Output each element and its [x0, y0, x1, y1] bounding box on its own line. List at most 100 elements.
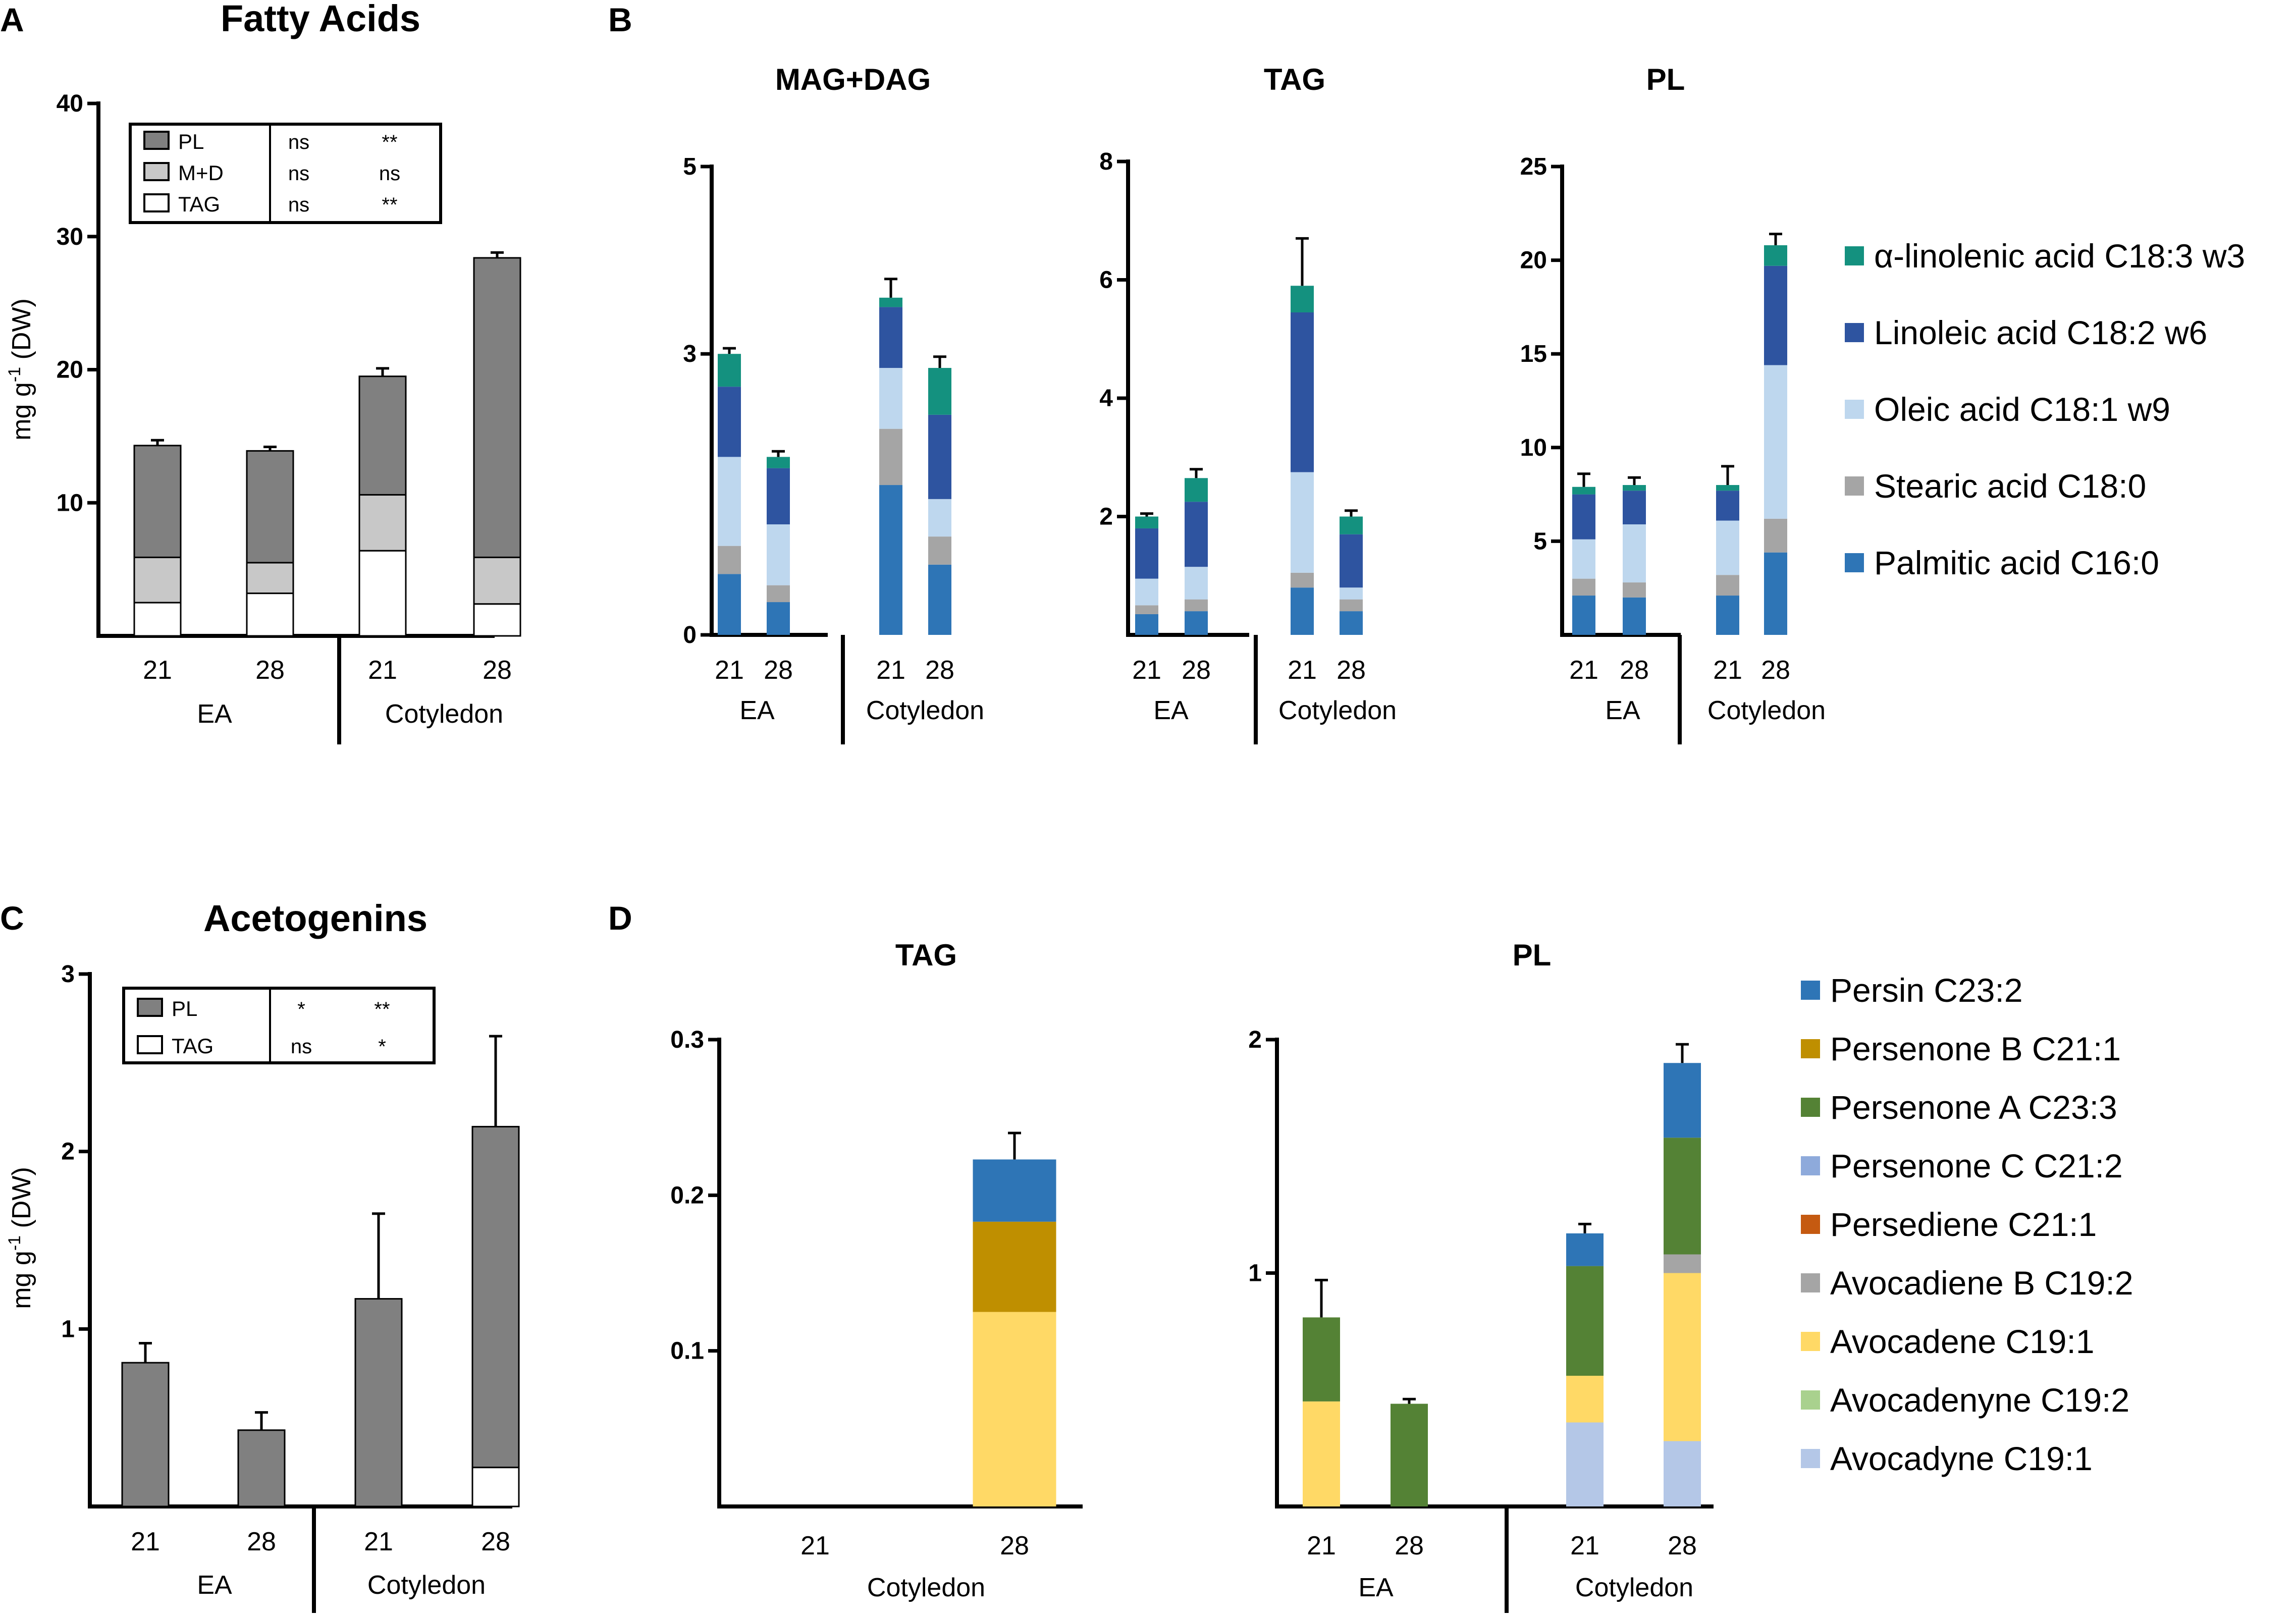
bar-segment [1391, 1404, 1428, 1506]
table-series-label: M+D [178, 161, 224, 185]
bar-segment [1303, 1401, 1340, 1506]
bar-segment [928, 414, 951, 499]
table-sig-ea: ns [291, 1036, 312, 1058]
bar-segment [1623, 582, 1646, 598]
bar-segment [879, 485, 902, 635]
y-tick-label: 1 [61, 1316, 75, 1342]
y-tick-label: 0.1 [670, 1338, 704, 1365]
chart-A: Fatty Acids 10 20 30 40 mg g-1 (DW) 21 28 21 28 EA… [5, 0, 521, 744]
bar-segment [1623, 485, 1646, 491]
bar-segment [473, 603, 521, 637]
table-series-label: PL [172, 997, 197, 1020]
y-tick-label: 10 [57, 490, 83, 516]
group-label-ea: EA [1358, 1573, 1394, 1602]
x-category-label: 21 [876, 656, 905, 685]
bar-segment [767, 524, 790, 585]
bar-segment [1340, 611, 1363, 635]
y-tick-label: 20 [57, 357, 83, 384]
table-series-label: TAG [172, 1034, 213, 1058]
bar-segment [473, 556, 521, 605]
bar-segment [767, 468, 790, 524]
table-series-label: PL [178, 130, 204, 153]
bar-segment [358, 550, 407, 637]
fatty-acid-legend: α-linolenic acid C18:3 w3 Linoleic acid C… [1845, 237, 2245, 581]
x-category-label: 28 [925, 656, 954, 685]
legend-swatch [1845, 246, 1864, 265]
y-tick-label: 5 [683, 153, 697, 180]
y-tick-label: 0 [683, 622, 697, 649]
chart-title: TAG [895, 938, 957, 972]
y-tick-label: 0.3 [670, 1027, 704, 1053]
y-tick-label: 30 [57, 224, 83, 250]
bar-segment [1572, 578, 1595, 596]
legend-label: Persenone A C23:3 [1830, 1089, 2117, 1126]
bar-segment [354, 1298, 403, 1507]
x-category-label: 28 [1182, 656, 1211, 685]
table-series-label: TAG [178, 192, 220, 216]
table-swatch [143, 193, 170, 212]
legend-label: Linoleic acid C18:2 w6 [1874, 314, 2207, 351]
legend-label: Persediene C21:1 [1830, 1206, 2097, 1243]
bar-segment [928, 368, 951, 415]
legend-swatch [1801, 1156, 1820, 1175]
bar-segment [1716, 575, 1739, 596]
group-label-ea: EA [197, 1571, 232, 1600]
bar-segment [1135, 614, 1158, 635]
x-category-label: 21 [1569, 656, 1598, 685]
bar-segment [1303, 1317, 1340, 1401]
bar-segment [718, 574, 741, 635]
bar-segment [1566, 1266, 1604, 1376]
legend-swatch [1845, 476, 1864, 496]
group-label-cotyledon: Cotyledon [866, 696, 984, 725]
bar-segment [718, 457, 741, 546]
legend-swatch [1801, 981, 1820, 1000]
bar-segment [471, 1125, 520, 1469]
bar-segment [1716, 520, 1739, 575]
bar-segment [1664, 1138, 1701, 1255]
y-tick-label: 0.2 [670, 1182, 704, 1209]
bar-segment [246, 562, 294, 595]
group-label-cotyledon: Cotyledon [1278, 696, 1397, 725]
x-category-label: 21 [364, 1527, 393, 1556]
bar-segment [246, 592, 294, 637]
legend-swatch [1801, 1332, 1820, 1351]
bar-segment [973, 1312, 1056, 1506]
x-category-label: 21 [368, 656, 397, 685]
bar-segment [1566, 1422, 1604, 1506]
x-category-label: 21 [143, 656, 172, 685]
bar-segment [1340, 599, 1363, 612]
y-tick-label: 3 [683, 341, 697, 367]
table-sig-ea: ns [288, 163, 309, 185]
x-category-label: 28 [255, 656, 285, 685]
table-sig-cotyledon: ns [379, 163, 400, 185]
bar-segment [1764, 265, 1787, 365]
bar-segment [1135, 578, 1158, 606]
x-category-label: 21 [1570, 1531, 1599, 1560]
y-axis-label: mg g-1 (DW) [5, 1167, 36, 1309]
x-category-label: 21 [1307, 1531, 1336, 1560]
chart-B2: TAG 2 4 6 8 21 28 21 28 EA Cotyledon [1099, 63, 1397, 744]
legend-swatch [1845, 553, 1864, 572]
bar-segment [1291, 587, 1314, 635]
chart-D1: TAG 0.1 0.2 0.3 21 28 Cotyledon [670, 938, 1083, 1602]
bar-segment [1135, 605, 1158, 614]
bar-segment [1572, 494, 1595, 540]
legend-swatch [1801, 1215, 1820, 1234]
chart-title: PL [1646, 63, 1685, 96]
panel-label-c: C [0, 899, 24, 937]
y-tick-label: 1 [1248, 1260, 1262, 1287]
bar-segment [1340, 516, 1363, 534]
bar-segment [928, 499, 951, 537]
bar-segment [1185, 478, 1208, 502]
bar-segment [1764, 552, 1787, 635]
bar-segment [473, 257, 521, 558]
x-category-label: 28 [1668, 1531, 1697, 1560]
y-tick-label: 8 [1099, 148, 1113, 175]
chart-title: Fatty Acids [221, 0, 420, 39]
legend-label: Palmitic acid C16:0 [1874, 544, 2159, 581]
legend-swatch [1801, 1039, 1820, 1058]
bar-segment [1340, 534, 1363, 588]
bar-segment [1664, 1441, 1701, 1506]
y-tick-label: 20 [1520, 247, 1547, 274]
